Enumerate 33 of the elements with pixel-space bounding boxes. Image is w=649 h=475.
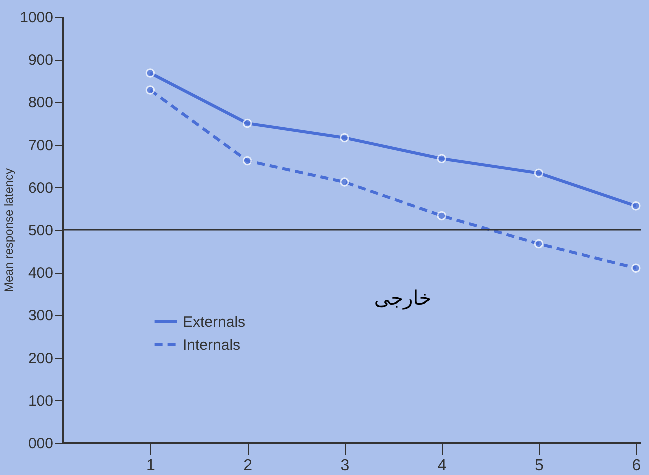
point [534, 239, 544, 249]
x-tick-label: 2 [244, 458, 253, 474]
x-tick-label: 4 [438, 458, 447, 474]
point [632, 264, 641, 273]
y-tick-label: 900 [28, 52, 54, 70]
y-tick-label: 1000 [20, 10, 54, 26]
y-tick-label: 700 [28, 137, 54, 154]
point [632, 202, 641, 211]
legend-label: Internals [183, 337, 241, 354]
point [146, 68, 156, 78]
x-tick-label: 5 [535, 458, 544, 474]
point [437, 211, 446, 221]
y-tick-label: 000 [28, 436, 54, 452]
point [534, 168, 544, 178]
point [242, 156, 252, 166]
y-tick-label: 100 [28, 392, 54, 410]
point [146, 86, 156, 95]
y-tick-label: 200 [28, 350, 54, 368]
x-tick-label: 3 [340, 458, 350, 474]
annotation: خارجی [374, 286, 432, 310]
x-tick-label: 6 [632, 458, 642, 474]
point [437, 154, 446, 164]
y-tick-label: 400 [28, 265, 54, 282]
point [340, 133, 350, 143]
y-tick-label: 800 [28, 94, 54, 112]
y-tick-label: 300 [28, 308, 54, 325]
y-axis-title: Mean response latency [2, 168, 16, 293]
y-tick-label: 600 [28, 180, 54, 197]
point [340, 178, 350, 187]
y-tick-label: 500 [28, 222, 54, 240]
point [242, 118, 252, 128]
x-tick-label: 1 [146, 458, 156, 474]
legend-label: Externals [183, 314, 246, 331]
